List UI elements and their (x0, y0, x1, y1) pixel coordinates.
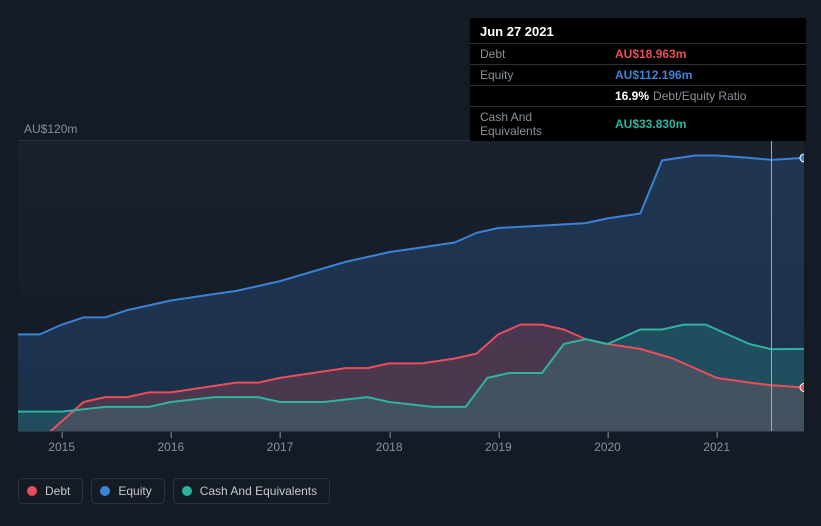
x-axis-tick: 2015 (48, 440, 75, 454)
tooltip-row-value: AU$33.830m (605, 107, 806, 142)
y-axis-max-label: AU$120m (24, 122, 77, 136)
tooltip-rows: DebtAU$18.963mEquityAU$112.196m16.9%Debt… (470, 43, 806, 141)
x-axis-tick: 2020 (594, 440, 621, 454)
tooltip-row-value: 16.9%Debt/Equity Ratio (605, 86, 806, 107)
end-marker-debt (800, 384, 804, 392)
tooltip-row-value: AU$18.963m (605, 44, 806, 65)
legend-dot-icon (182, 486, 192, 496)
legend-equity[interactable]: Equity (91, 478, 164, 504)
x-axis-tick: 2018 (376, 440, 403, 454)
x-axis: 2015 2016 2017 2018 2019 2020 2021 (18, 440, 804, 460)
legend-label: Debt (45, 484, 70, 498)
legend-dot-icon (27, 486, 37, 496)
tooltip-row-label: Equity (470, 65, 605, 86)
legend-label: Cash And Equivalents (200, 484, 317, 498)
x-axis-tick: 2019 (485, 440, 512, 454)
chart-plot-area[interactable] (18, 140, 804, 432)
legend-cash[interactable]: Cash And Equivalents (173, 478, 330, 504)
x-axis-tick: 2021 (703, 440, 730, 454)
tooltip-row-label (470, 86, 605, 107)
legend-dot-icon (100, 486, 110, 496)
x-axis-tick: 2017 (267, 440, 294, 454)
chart-cursor-line (771, 141, 772, 431)
x-axis-tick: 2016 (157, 440, 184, 454)
tooltip-row-value: AU$112.196m (605, 65, 806, 86)
tooltip-date: Jun 27 2021 (470, 18, 806, 43)
legend-label: Equity (118, 484, 151, 498)
chart-legend: Debt Equity Cash And Equivalents (18, 478, 330, 504)
end-marker-equity (800, 154, 804, 162)
legend-debt[interactable]: Debt (18, 478, 83, 504)
tooltip-row-label: Debt (470, 44, 605, 65)
tooltip-row-label: Cash And Equivalents (470, 107, 605, 142)
chart-tooltip: Jun 27 2021 DebtAU$18.963mEquityAU$112.1… (470, 18, 806, 141)
